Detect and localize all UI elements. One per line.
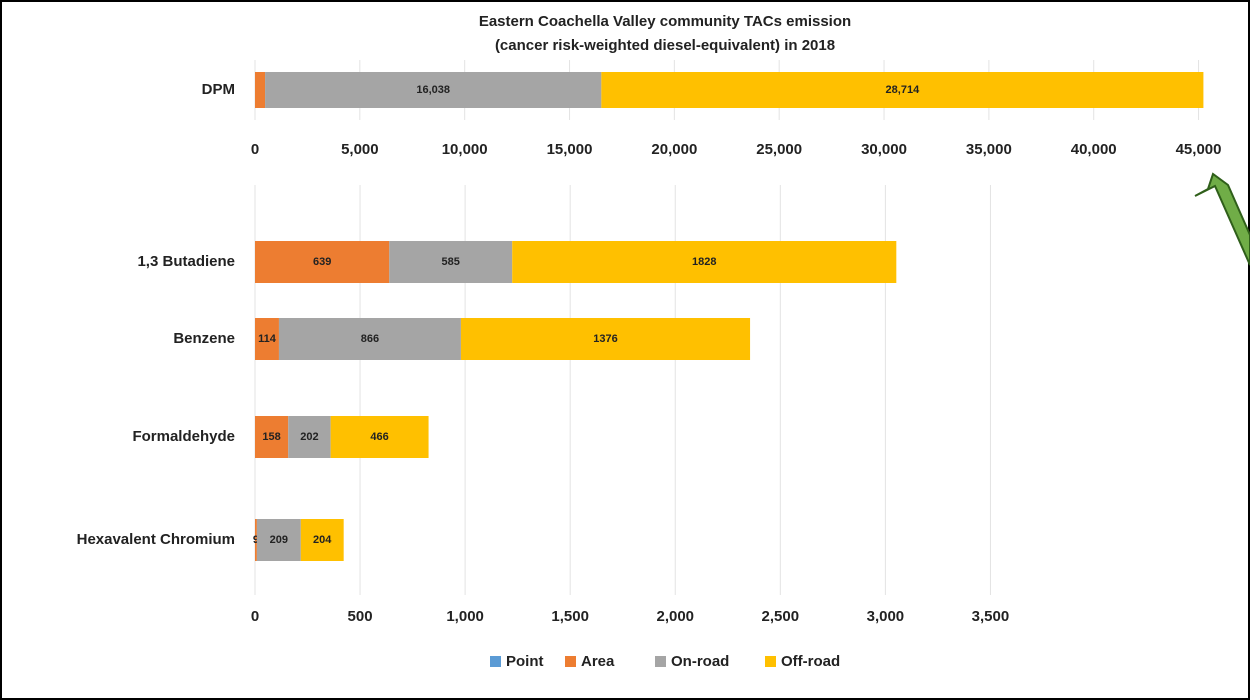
bar-segment: [255, 72, 266, 108]
x-tick-label: 25,000: [756, 141, 802, 158]
y-tick-label: DPM: [202, 81, 235, 98]
x-tick-label: 2,000: [656, 608, 694, 625]
legend-swatch: [565, 656, 576, 667]
y-tick-label: Formaldehyde: [132, 428, 235, 445]
data-label: 585: [442, 256, 460, 268]
x-tick-label: 3,500: [972, 608, 1010, 625]
x-tick-label: 3,000: [867, 608, 905, 625]
legend-swatch: [655, 656, 666, 667]
x-tick-label: 10,000: [442, 141, 488, 158]
bar-segment: [288, 416, 331, 458]
data-label: 16,038: [416, 84, 450, 96]
x-tick-label: 20,000: [651, 141, 697, 158]
legend-label: Point: [506, 653, 544, 670]
chart-subtitle: (cancer risk-weighted diesel-equivalent)…: [495, 37, 835, 54]
bar-segment: [512, 241, 897, 283]
data-label: 1828: [692, 256, 716, 268]
bar-segment: [460, 318, 751, 360]
legend-swatch: [490, 656, 501, 667]
data-label: 1376: [593, 333, 617, 345]
data-label: 639: [313, 256, 331, 268]
bar-segment: [256, 519, 301, 561]
legend-label: Off-road: [781, 653, 840, 670]
data-label: 209: [270, 534, 288, 546]
data-label: 466: [370, 431, 388, 443]
x-tick-label: 30,000: [861, 141, 907, 158]
y-tick-label: Benzene: [173, 330, 235, 347]
bar-segment: [255, 519, 257, 561]
data-label: 158: [262, 431, 280, 443]
data-label: 28,714: [886, 84, 921, 96]
legend-label: Area: [581, 653, 615, 670]
plot: 0 5,000 10,000 15,000 20,000 25,000 30,000 35,0…: [77, 60, 1222, 670]
y-tick-label: 1,3 Butadiene: [137, 253, 235, 270]
x-tick-label: 1,500: [551, 608, 589, 625]
data-label: 114: [258, 333, 277, 345]
bar-segment: [278, 318, 461, 360]
data-label: 9: [253, 534, 259, 546]
x-tick-label: 5,000: [341, 141, 379, 158]
bar-segment: [255, 241, 390, 283]
x-tick-label: 35,000: [966, 141, 1012, 158]
chart-title: Eastern Coachella Valley community TACs …: [479, 13, 851, 30]
bar-segment: [255, 416, 289, 458]
bar-segment: [330, 416, 429, 458]
bar-segment: [265, 72, 602, 108]
data-label: 866: [361, 333, 379, 345]
bar-segment: [255, 318, 279, 360]
x-tick-label: 15,000: [547, 141, 593, 158]
x-tick-label: 0: [251, 608, 259, 625]
x-tick-label: 2,500: [762, 608, 800, 625]
bar-segment: [300, 519, 344, 561]
arrow: [1194, 172, 1250, 266]
x-tick-label: 0: [251, 141, 259, 158]
legend-swatch: [765, 656, 776, 667]
x-tick-label: 1,000: [446, 608, 484, 625]
bar-segment: [389, 241, 513, 283]
bar-segment: [601, 72, 1204, 108]
x-tick-label: 500: [348, 608, 373, 625]
data-label: 204: [313, 534, 332, 546]
x-tick-label: 40,000: [1071, 141, 1117, 158]
legend-label: On-road: [671, 653, 729, 670]
x-tick-label: 45,000: [1176, 141, 1222, 158]
y-tick-label: Hexavalent Chromium: [77, 531, 235, 548]
data-label: 202: [300, 431, 318, 443]
